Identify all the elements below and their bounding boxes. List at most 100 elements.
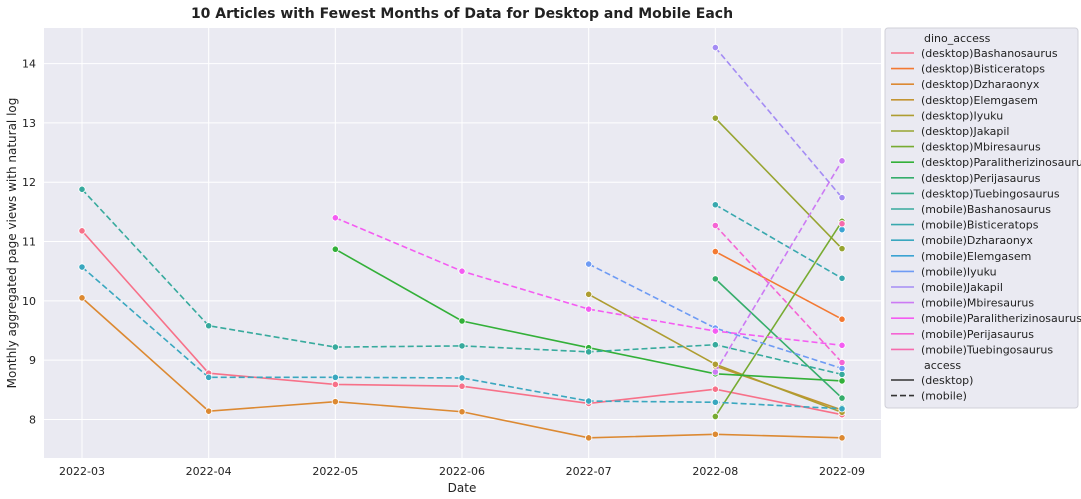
series-line: [714, 47, 843, 199]
legend-label: (desktop)Paralitherizinosaurus: [921, 156, 1081, 169]
x-tick-label: 2022-06: [439, 465, 485, 478]
data-point: [331, 380, 339, 389]
legend-label: (mobile)Jakapil: [921, 281, 1003, 294]
series-line: [588, 263, 843, 370]
data-point: [838, 194, 846, 202]
data-point: [838, 226, 846, 234]
legend-style-items: (desktop) (mobile): [891, 374, 973, 403]
y-tick-label: 8: [29, 413, 36, 426]
data-point: [205, 322, 213, 330]
y-axis-label: Monthly aggregated page views with natur…: [5, 98, 19, 389]
legend-label: (desktop)Tuebingosaurus: [921, 187, 1060, 200]
x-tick-label: 2022-08: [692, 465, 738, 478]
series-line: [714, 117, 843, 250]
data-point: [331, 373, 339, 381]
legend-label: (desktop)Dzharaonyx: [921, 78, 1040, 91]
series-mobilejakapil: [711, 43, 846, 202]
x-tick-labels: 2022-03 2022-04 2022-05 2022-06 2022-07 2022-…: [59, 465, 865, 478]
data-point: [711, 341, 719, 349]
data-point: [711, 368, 719, 376]
series-mobileparalitherizinosaurus: [331, 214, 846, 349]
legend-items: (desktop)Bashanosaurus (desktop)Bisticera…: [891, 47, 1081, 356]
legend-frame: [884, 27, 1079, 409]
data-point: [585, 305, 593, 313]
data-point: [458, 374, 466, 382]
legend-title-style: access: [924, 359, 961, 372]
data-point: [458, 408, 466, 416]
data-point: [458, 317, 466, 325]
chart-title: 10 Articles with Fewest Months of Data f…: [191, 6, 733, 22]
data-point: [838, 364, 846, 373]
series-line: [714, 220, 843, 417]
legend-style-label: (mobile): [921, 390, 967, 403]
legend-title-hue: dino_access: [924, 32, 991, 45]
legend-label: (desktop)Bashanosaurus: [921, 47, 1058, 60]
data-point: [838, 245, 846, 253]
x-tick-label: 2022-09: [819, 465, 865, 478]
data-point: [205, 407, 213, 415]
data-point: [458, 382, 466, 390]
x-tick-label: 2022-07: [566, 465, 612, 478]
data-point: [331, 245, 339, 253]
y-tick-label: 10: [22, 295, 36, 308]
legend-label: (desktop)Mbiresaurus: [921, 141, 1041, 154]
legend-label: (mobile)Bashanosaurus: [921, 203, 1051, 216]
x-tick-label: 2022-03: [59, 465, 105, 478]
data-point: [585, 348, 593, 356]
legend-label: (mobile)Dzharaonyx: [921, 234, 1033, 247]
series-line: [714, 224, 843, 364]
series-mobileperijasaurus: [711, 221, 846, 367]
legend-label: (desktop)Jakapil: [921, 125, 1009, 138]
data-point: [711, 221, 719, 230]
series-mobiledzharaonyx: [78, 263, 846, 413]
legend-label: (mobile)Tuebingosaurus: [921, 343, 1053, 356]
data-point: [711, 114, 719, 122]
data-point: [585, 397, 593, 405]
data-point: [711, 398, 719, 406]
series-line: [335, 217, 843, 347]
legend-label: (mobile)Mbiresaurus: [921, 297, 1034, 310]
data-point: [838, 370, 846, 378]
series-lines: [78, 43, 846, 442]
data-point: [205, 373, 213, 381]
data-point: [838, 405, 846, 413]
data-point: [458, 342, 466, 350]
data-point: [711, 275, 719, 283]
series-mobilebisticeratops: [711, 201, 846, 282]
data-point: [838, 358, 846, 367]
legend-label: (mobile)Bisticeratops: [921, 219, 1039, 232]
grid: [44, 28, 881, 458]
y-tick-label: 9: [29, 354, 36, 367]
data-point: [838, 220, 846, 228]
legend-label: (mobile)Perijasaurus: [921, 328, 1034, 341]
data-point: [711, 412, 719, 421]
data-point: [458, 267, 466, 275]
y-tick-label: 12: [22, 176, 36, 189]
data-point: [78, 227, 86, 235]
x-axis-label: Date: [448, 481, 477, 495]
data-point: [838, 157, 846, 165]
data-point: [711, 201, 719, 209]
series-mobileiyuku: [585, 260, 846, 373]
data-point: [711, 385, 719, 393]
legend-label: (desktop)Perijasaurus: [921, 172, 1041, 185]
legend-label: (desktop)Elemgasem: [921, 94, 1038, 107]
data-point: [585, 260, 593, 268]
y-tick-label: 14: [22, 58, 36, 71]
data-point: [711, 360, 719, 368]
series-mobilembiresaurus: [711, 157, 846, 376]
series-desktopjakapil: [711, 114, 846, 253]
data-point: [78, 294, 86, 302]
data-point: [838, 341, 846, 349]
legend-label: (desktop)Iyuku: [921, 109, 1003, 122]
data-point: [585, 290, 593, 298]
data-point: [78, 263, 86, 271]
series-desktopdzharaonyx: [78, 294, 846, 442]
data-point: [78, 185, 86, 193]
data-point: [838, 394, 846, 402]
series-mobiletuebingosaurus: [838, 220, 846, 228]
series-mobilebashanosaurus: [78, 185, 846, 378]
legend: dino_access (desktop)Bashanosaurus(deskt…: [884, 27, 1081, 409]
data-point: [331, 214, 339, 222]
